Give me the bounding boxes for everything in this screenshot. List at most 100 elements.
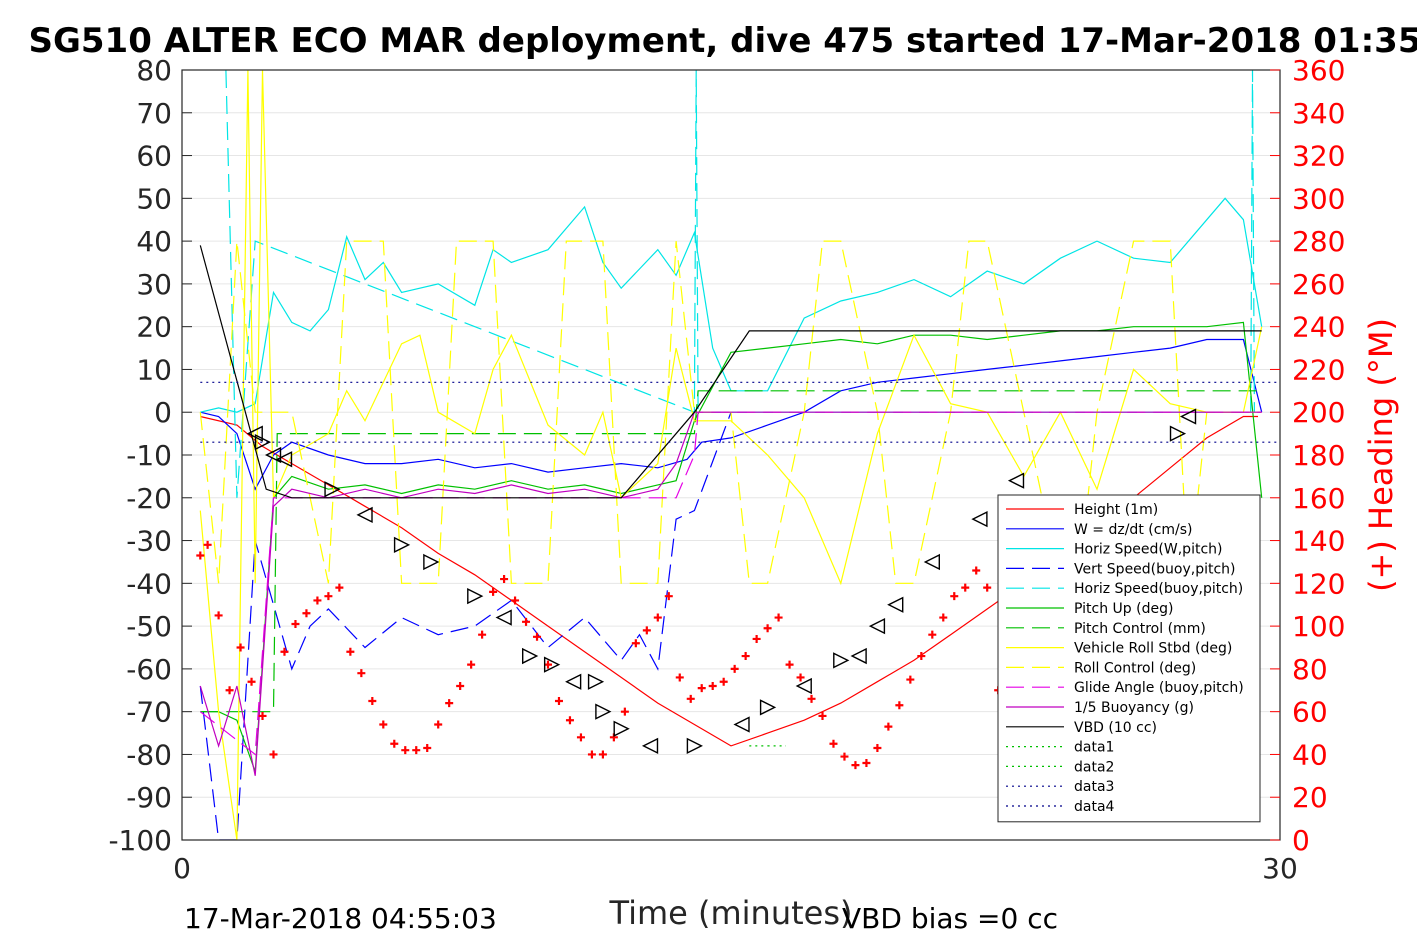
heading-point xyxy=(456,682,465,690)
heading-point xyxy=(423,744,432,753)
height-marker xyxy=(759,699,777,716)
series-line-11 xyxy=(199,245,1262,499)
y-tick-label-right: 360 xyxy=(1292,54,1345,87)
heading-point xyxy=(840,752,849,761)
y-tick-label-left: 40 xyxy=(136,225,172,258)
height-marker xyxy=(587,673,605,690)
y-tick-label-right: 280 xyxy=(1292,225,1345,258)
height-marker xyxy=(522,647,539,665)
heading-point xyxy=(653,613,662,622)
heading-point xyxy=(686,694,695,703)
heading-point xyxy=(620,707,629,716)
heading-point xyxy=(884,722,893,731)
heading-point xyxy=(642,626,651,635)
heading-point xyxy=(763,624,772,633)
height-marker xyxy=(356,506,373,524)
y-tick-label-left: -20 xyxy=(126,482,172,515)
heading-point xyxy=(796,673,805,682)
y-tick-label-left: 70 xyxy=(136,97,172,130)
heading-point xyxy=(598,750,607,759)
height-marker xyxy=(686,737,703,755)
heading-point xyxy=(697,684,706,693)
height-marker xyxy=(887,596,904,613)
heading-point xyxy=(917,652,926,661)
heading-point xyxy=(247,677,256,686)
heading-point xyxy=(511,596,520,605)
height-marker xyxy=(467,588,484,605)
y-tick-label-left: -30 xyxy=(126,525,172,558)
y-tick-label-right: 0 xyxy=(1292,824,1310,857)
heading-point xyxy=(203,540,212,549)
heading-point xyxy=(324,592,333,601)
heading-point xyxy=(291,619,300,628)
legend-entry: Horiz Speed(W,pitch) xyxy=(1074,542,1222,558)
y-tick-label-right: 140 xyxy=(1292,525,1345,558)
y-tick-label-left: -40 xyxy=(126,567,172,600)
height-marker xyxy=(850,647,867,665)
height-marker xyxy=(1169,425,1187,442)
heading-point xyxy=(225,686,234,695)
height-marker xyxy=(254,434,272,451)
heading-point xyxy=(939,613,948,622)
heading-point xyxy=(774,613,783,622)
heading-point xyxy=(719,677,728,686)
height-marker xyxy=(971,511,988,528)
footer-timestamp: 17-Mar-2018 04:55:03 xyxy=(184,902,497,935)
heading-point xyxy=(313,596,322,605)
height-marker xyxy=(423,553,440,571)
y-tick-label-right: 60 xyxy=(1292,696,1328,729)
legend-entry: data2 xyxy=(1074,759,1114,775)
heading-point xyxy=(196,551,205,560)
y-tick-label-left: -70 xyxy=(126,696,172,729)
series-line-2 xyxy=(200,197,1263,413)
heading-point xyxy=(708,682,717,690)
heading-point xyxy=(522,617,531,626)
heading-point xyxy=(280,647,289,656)
heading-point xyxy=(412,746,421,755)
legend-entry: 1/5 Buoyancy (g) xyxy=(1074,700,1194,716)
height-marker xyxy=(833,652,850,669)
series-line-10 xyxy=(199,411,1262,776)
heading-point xyxy=(675,673,684,682)
legend-entry: Pitch Up (deg) xyxy=(1074,601,1173,617)
heading-point xyxy=(302,609,311,618)
heading-point xyxy=(752,634,761,643)
y-tick-label-left: 80 xyxy=(136,54,172,87)
y-tick-label-right: 240 xyxy=(1292,311,1345,344)
y-tick-label-right: 120 xyxy=(1292,567,1345,600)
heading-point xyxy=(785,660,794,669)
height-marker xyxy=(595,703,612,720)
series-line-6 xyxy=(200,390,1262,713)
heading-point xyxy=(335,583,344,592)
heading-point xyxy=(741,652,750,661)
heading-point xyxy=(906,675,915,684)
legend-entry: VBD (10 cc) xyxy=(1074,720,1157,736)
legend: Height (1m) W = dz/dt (cm/s) Horiz Speed(W… xyxy=(997,494,1261,823)
heading-point xyxy=(950,592,959,601)
y-tick-label-right: 100 xyxy=(1292,610,1345,643)
heading-point xyxy=(895,701,904,710)
heading-point xyxy=(631,639,640,648)
legend-entry: Pitch Control (mm) xyxy=(1074,621,1206,637)
heading-point xyxy=(357,669,366,678)
legend-entry: Roll Control (deg) xyxy=(1074,660,1196,676)
height-marker xyxy=(923,553,940,571)
height-marker xyxy=(324,481,341,498)
y-tick-label-right: 220 xyxy=(1292,353,1345,386)
heading-point xyxy=(379,720,388,729)
height-marker xyxy=(641,737,659,755)
heading-point xyxy=(533,632,542,641)
height-marker xyxy=(543,656,561,673)
series-line-3 xyxy=(199,411,732,840)
heading-point xyxy=(214,611,223,620)
x-tick-label: 0 xyxy=(173,852,191,885)
heading-point xyxy=(851,761,860,770)
legend-entry: Vert Speed(buoy,pitch) xyxy=(1074,561,1236,577)
y-tick-label-right: 320 xyxy=(1292,140,1345,173)
heading-point xyxy=(829,739,838,748)
heading-point xyxy=(478,630,487,639)
legend-entry: Height (1m) xyxy=(1074,502,1158,518)
heading-point xyxy=(258,711,267,720)
height-marker xyxy=(1179,408,1197,425)
legend-entry: Vehicle Roll Stbd (deg) xyxy=(1074,641,1232,657)
